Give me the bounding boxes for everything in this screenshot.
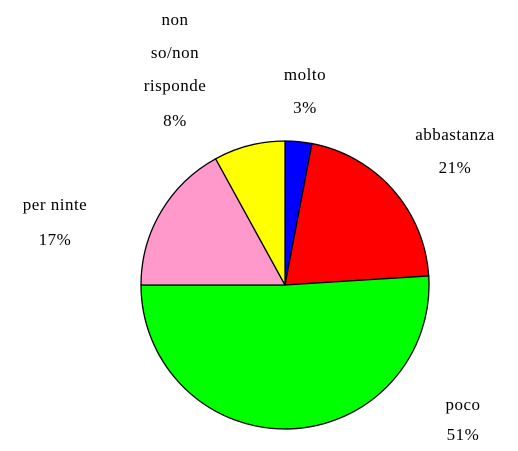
slice-value-label: 21%: [438, 158, 472, 177]
slice-label: non so/non risponde: [143, 10, 207, 95]
slice-label: molto: [283, 65, 327, 84]
slice-value-label: 17%: [38, 230, 72, 249]
pie-slice: [140, 275, 430, 430]
pie-slice: [214, 140, 286, 286]
slice-value-label: 3%: [293, 98, 317, 117]
slice-value-label: 51%: [446, 425, 480, 444]
pie-slice: [284, 142, 430, 286]
slice-label: abbastanza: [415, 125, 495, 144]
slice-label: poco: [445, 395, 481, 414]
slice-value-label: 8%: [163, 111, 187, 130]
slice-label: per ninte: [22, 195, 88, 214]
pie-slice: [140, 157, 287, 286]
